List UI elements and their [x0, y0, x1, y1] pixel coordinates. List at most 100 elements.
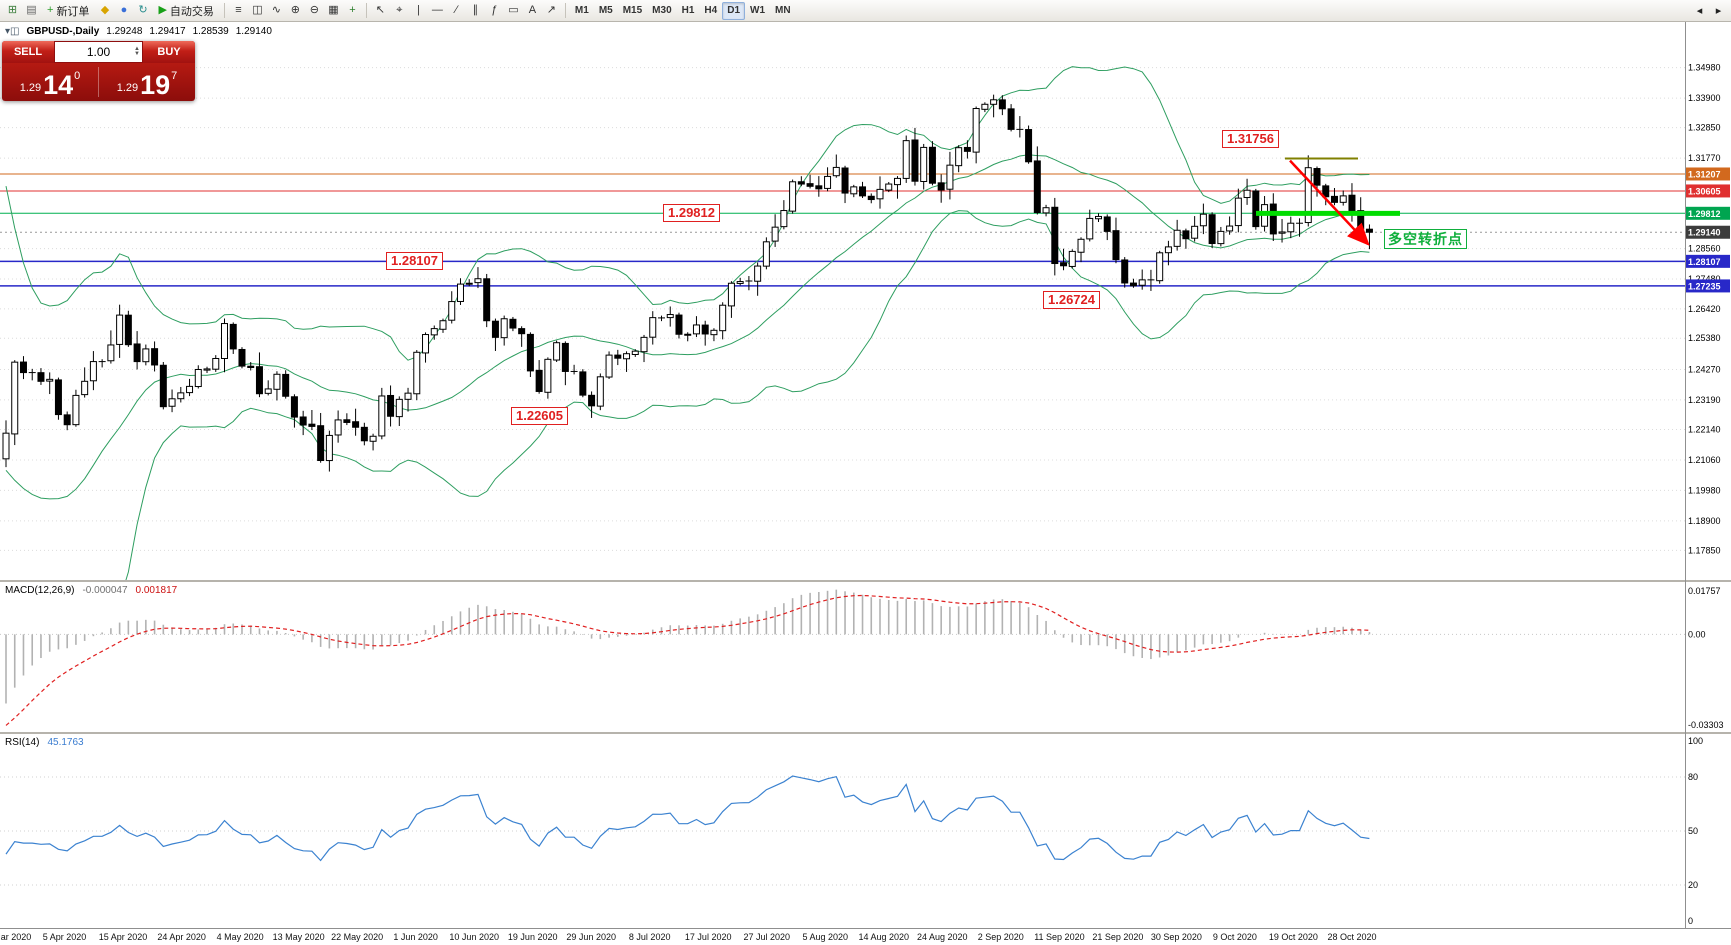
svg-text:0: 0: [1688, 916, 1693, 926]
price-label-1.29812[interactable]: 1.29812: [663, 204, 720, 223]
new-chart-icon[interactable]: ⊞: [3, 2, 22, 20]
macd-signal-value: 0.001817: [135, 585, 178, 596]
timeframe-m15[interactable]: M15: [622, 5, 643, 16]
svg-text:1.30605: 1.30605: [1688, 186, 1721, 196]
timeframe-m5[interactable]: M5: [598, 5, 613, 16]
macd-axis: 0.01757 0.00 -0.03303: [1688, 586, 1724, 730]
svg-text:1.29812: 1.29812: [1688, 209, 1721, 219]
svg-text:1.22140: 1.22140: [1688, 425, 1721, 435]
zoom-out-icon[interactable]: ⊖: [305, 2, 324, 20]
line-chart-icon[interactable]: ∿: [267, 2, 286, 20]
community-icon: ●: [120, 4, 128, 16]
trade-panel-controls: SELL 1.00 ▲ ▼ BUY: [2, 41, 195, 63]
indicators-icon[interactable]: +: [343, 2, 362, 20]
price-label-1.26724[interactable]: 1.26724: [1043, 291, 1100, 310]
candlestick-chart-icon[interactable]: ◫: [248, 2, 267, 20]
timeframe-h1[interactable]: H1: [681, 5, 695, 16]
new-order-icon: +: [47, 4, 54, 16]
timeframe-w1[interactable]: W1: [750, 5, 766, 16]
svg-text:24 Aug 2020: 24 Aug 2020: [917, 932, 968, 942]
ohlc-high: 1.29417: [149, 26, 186, 37]
buy-price-small: 1.29: [116, 82, 139, 94]
svg-text:1.18900: 1.18900: [1688, 516, 1721, 526]
shapes-icon: ▭: [508, 4, 519, 16]
autotrading-button[interactable]: ▶ 自动交易: [152, 2, 219, 20]
timeframe-h4[interactable]: H4: [704, 5, 718, 16]
price-label-1.31756[interactable]: 1.31756: [1222, 129, 1279, 148]
volume-spinner[interactable]: ▲ ▼: [134, 42, 140, 62]
sell-button[interactable]: SELL: [2, 41, 54, 63]
svg-text:1.31770: 1.31770: [1688, 153, 1721, 163]
metaeditor-icon: ◆: [100, 4, 110, 16]
ohlc-close: 1.29140: [235, 26, 272, 37]
buy-price-sup: 7: [171, 70, 178, 82]
svg-text:1.31207: 1.31207: [1688, 169, 1721, 179]
zoom-in-icon[interactable]: ⊕: [286, 2, 305, 20]
trendline-icon[interactable]: ∕: [447, 2, 466, 20]
price-divider: [98, 67, 99, 97]
rsi-axis: 100 80 50 20 0: [1688, 736, 1703, 926]
metaeditor-icon[interactable]: ◆: [95, 2, 114, 20]
shapes-icon[interactable]: ▭: [504, 2, 523, 20]
annotation-turning-point[interactable]: 多空转折点: [1384, 229, 1467, 250]
svg-text:13 May 2020: 13 May 2020: [273, 932, 325, 942]
crosshair-icon[interactable]: ⌖: [390, 2, 409, 20]
rsi-indicator-label: RSI(14) 45.1763: [5, 737, 84, 748]
chart-window-icon: ▾◫: [5, 26, 20, 37]
svg-text:24 Apr 2020: 24 Apr 2020: [157, 932, 206, 942]
timeframe-m1[interactable]: M1: [574, 5, 589, 16]
price-label-1.22605[interactable]: 1.22605: [511, 407, 568, 426]
refresh-icon[interactable]: ↻: [133, 2, 152, 20]
svg-text:27 Jul 2020: 27 Jul 2020: [744, 932, 791, 942]
svg-text:1.34980: 1.34980: [1688, 63, 1721, 73]
svg-text:100: 100: [1688, 736, 1703, 746]
toolbar-overflow-right-icon[interactable]: ▸: [1715, 5, 1722, 17]
trade-panel-prices: 1.29 14 0 1.29 19 7: [2, 63, 195, 101]
horizontal-line-icon[interactable]: —: [428, 2, 447, 20]
buy-price[interactable]: 1.29 19 7: [99, 63, 195, 101]
svg-text:10 Jun 2020: 10 Jun 2020: [449, 932, 499, 942]
svg-text:26 Mar 2020: 26 Mar 2020: [0, 932, 31, 942]
tile-windows-icon[interactable]: ▦: [324, 2, 343, 20]
symbol-period-label: GBPUSD-,Daily: [26, 26, 100, 37]
profiles-icon[interactable]: ▤: [22, 2, 41, 20]
svg-text:1.32850: 1.32850: [1688, 123, 1721, 133]
bollinger-bands: [5, 66, 1370, 580]
price-axis: 1.34980 1.33900 1.32850 1.31770 1.28560 1.274…: [1686, 63, 1730, 555]
fibonacci-icon[interactable]: ƒ: [485, 2, 504, 20]
svg-text:1.28560: 1.28560: [1688, 244, 1721, 254]
toolbar-separator: [223, 3, 225, 18]
svg-text:22 May 2020: 22 May 2020: [331, 932, 383, 942]
cursor-icon[interactable]: ↖: [371, 2, 390, 20]
svg-text:30 Sep 2020: 30 Sep 2020: [1151, 932, 1202, 942]
channel-icon[interactable]: ∥: [466, 2, 485, 20]
price-label-1.28107[interactable]: 1.28107: [386, 252, 443, 271]
vertical-line-icon[interactable]: |: [409, 2, 428, 20]
svg-text:17 Jul 2020: 17 Jul 2020: [685, 932, 732, 942]
spinner-up-icon[interactable]: ▲: [134, 46, 140, 52]
buy-button[interactable]: BUY: [143, 41, 195, 63]
timeframe-d1[interactable]: D1: [722, 1, 746, 20]
sell-price[interactable]: 1.29 14 0: [2, 63, 98, 101]
arrow-tool-icon[interactable]: ↗: [542, 2, 561, 20]
cursor-icon: ↖: [375, 4, 386, 16]
horizontal-line-icon: —: [431, 4, 443, 16]
spinner-down-icon[interactable]: ▼: [134, 51, 140, 57]
volume-input[interactable]: 1.00 ▲ ▼: [55, 42, 142, 62]
sell-price-small: 1.29: [19, 82, 42, 94]
new-order-button[interactable]: + 新订单: [41, 2, 95, 20]
rsi-value: 45.1763: [47, 737, 84, 748]
toolbar-overflow-left-icon[interactable]: ◂: [1696, 5, 1703, 17]
timeframe-m30[interactable]: M30: [652, 5, 672, 16]
text-icon[interactable]: A: [523, 2, 542, 20]
timeframe-mn[interactable]: MN: [775, 5, 791, 16]
rsi-pane: [0, 775, 1685, 886]
bar-chart-icon[interactable]: ≡: [229, 2, 248, 20]
rsi-line: [5, 775, 1370, 862]
svg-text:1.27235: 1.27235: [1688, 281, 1721, 291]
community-icon[interactable]: ●: [114, 2, 133, 20]
candlestick-chart-icon: ◫: [252, 4, 263, 16]
svg-text:1.21060: 1.21060: [1688, 455, 1721, 465]
svg-text:9 Oct 2020: 9 Oct 2020: [1213, 932, 1257, 942]
